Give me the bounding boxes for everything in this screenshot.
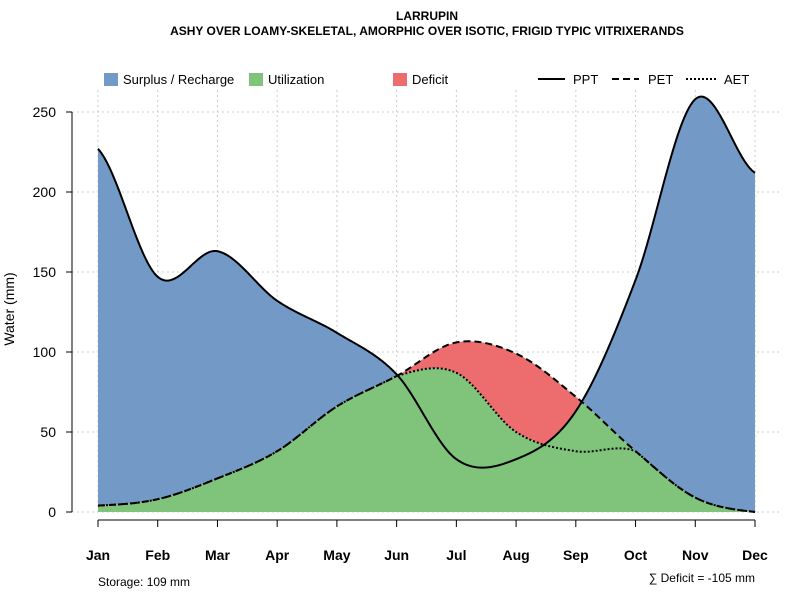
axes: 0 50 100 150 200 250 Jan Feb Mar Apr May Jun Jul Aug S… — [33, 104, 768, 563]
y-tick-label: 250 — [33, 104, 57, 120]
areas — [98, 96, 755, 512]
legend-swatch-deficit — [393, 73, 407, 86]
x-tick-label: Jan — [86, 547, 110, 563]
legend-label: Utilization — [268, 72, 324, 87]
legend-label: Surplus / Recharge — [123, 72, 234, 87]
x-tick-label: Jul — [446, 547, 466, 563]
chart-subtitle: ASHY OVER LOAMY-SKELETAL, AMORPHIC OVER … — [170, 24, 684, 38]
x-tick-label: May — [323, 547, 350, 563]
x-tick-label: Apr — [265, 547, 290, 563]
x-tick-label: Sep — [563, 547, 589, 563]
ppt-line — [97, 95, 756, 469]
legend-swatch-utilization — [249, 73, 263, 86]
series-lines — [97, 95, 756, 513]
y-tick-label: 200 — [33, 184, 57, 200]
legend: Surplus / Recharge Utilization Deficit PPT P… — [104, 72, 749, 87]
legend-swatch-surplus-recharge — [104, 73, 118, 86]
deficit-note: ∑ Deficit = -105 mm — [649, 571, 755, 585]
storage-note: Storage: 109 mm — [98, 575, 190, 589]
x-tick-label: Feb — [145, 547, 170, 563]
utilization-area — [98, 368, 755, 512]
legend-label: Deficit — [412, 72, 449, 87]
x-tick-label: Mar — [205, 547, 230, 563]
y-tick-label: 50 — [40, 424, 56, 440]
legend-label: PET — [648, 72, 673, 87]
x-tick-label: Aug — [502, 547, 529, 563]
x-tick-label: Dec — [742, 547, 768, 563]
legend-label: PPT — [573, 72, 598, 87]
legend-label: AET — [724, 72, 749, 87]
y-tick-label: 0 — [48, 504, 56, 520]
aet-line — [97, 367, 756, 513]
x-tick-label: Oct — [624, 547, 648, 563]
y-tick-label: 100 — [33, 344, 57, 360]
y-tick-label: 150 — [33, 264, 57, 280]
x-tick-label: Jun — [384, 547, 409, 563]
chart-title: LARRUPIN — [396, 9, 458, 23]
y-axis-label: Water (mm) — [1, 272, 17, 345]
x-tick-label: Nov — [682, 547, 709, 563]
surplus-area — [98, 96, 755, 512]
